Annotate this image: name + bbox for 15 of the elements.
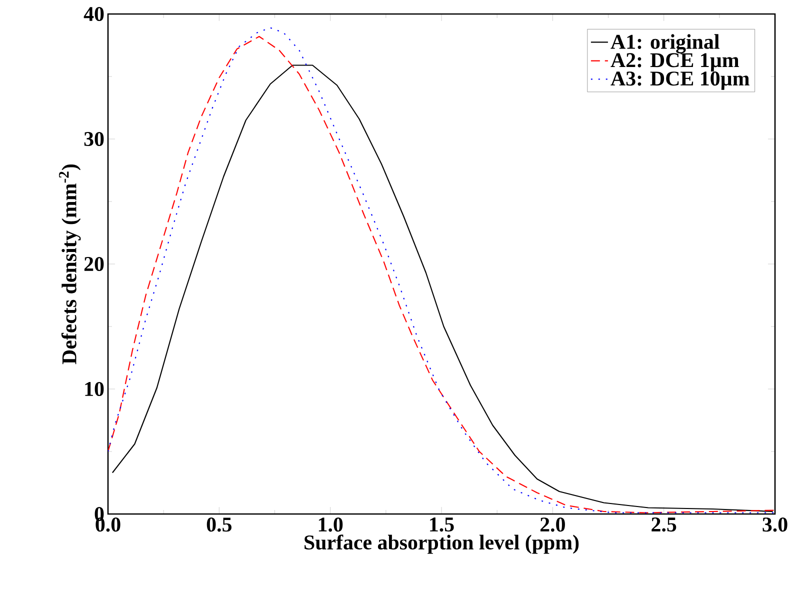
y-tick-label: 10 — [85, 382, 104, 396]
y-tick-label: 20 — [84, 256, 104, 272]
legend-label: A1: original — [610, 34, 720, 54]
legend-label: A2: DCE 1µm — [610, 53, 739, 72]
x-tick-label: 2.5 — [652, 518, 676, 532]
x-tick-label: 1.0 — [318, 518, 343, 532]
y-tick-label: 30 — [84, 132, 104, 146]
x-tick-label: 2.0 — [540, 518, 565, 532]
y-axis-title: Defects density (mm$^{-2}$) — [59, 164, 81, 364]
x-axis-title: Surface absorption level (ppm) — [304, 534, 579, 554]
x-tick-label: 1.5 — [430, 518, 454, 532]
y-tick-label: 40 — [84, 6, 104, 22]
x-tick-label: 3.0 — [762, 518, 788, 532]
x-tick-label: 0.5 — [206, 518, 232, 532]
legend-label: A3: DCE 10µm — [610, 72, 750, 90]
